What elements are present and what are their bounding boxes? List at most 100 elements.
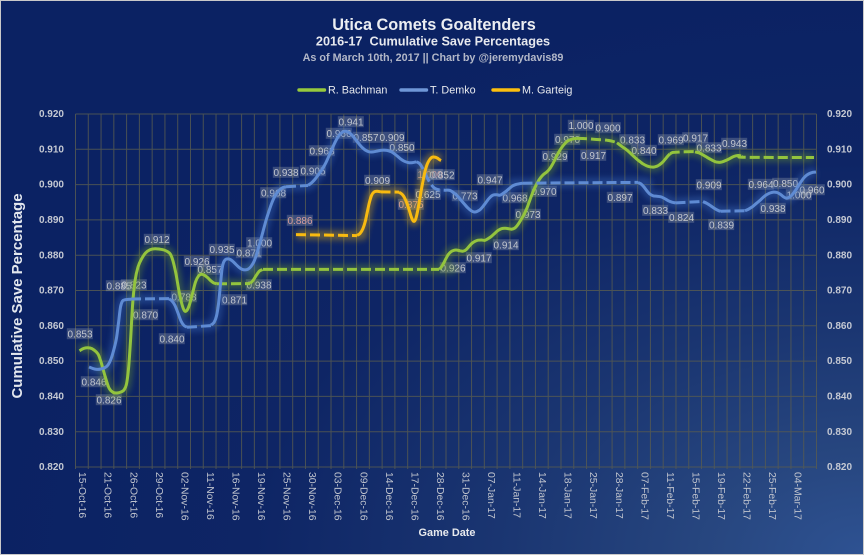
svg-text:0.970: 0.970 <box>531 187 556 198</box>
svg-text:30-Nov-16: 30-Nov-16 <box>306 472 317 521</box>
svg-text:0.926: 0.926 <box>184 257 209 268</box>
svg-text:14-Dec-16: 14-Dec-16 <box>383 472 394 521</box>
svg-text:0.846: 0.846 <box>81 378 106 389</box>
svg-text:07-Feb-17: 07-Feb-17 <box>638 472 649 520</box>
svg-text:0.826: 0.826 <box>96 396 121 407</box>
svg-text:0.917: 0.917 <box>683 134 708 145</box>
svg-text:0.900: 0.900 <box>827 180 852 191</box>
svg-text:11-Jan-17: 11-Jan-17 <box>511 472 522 518</box>
svg-text:0.920: 0.920 <box>827 109 852 120</box>
svg-text:16-Nov-16: 16-Nov-16 <box>229 472 240 521</box>
svg-text:2016-17 Cumulative Save Perce: 2016-17 Cumulative Save Percentages <box>316 35 550 49</box>
svg-text:0.943: 0.943 <box>722 139 747 150</box>
svg-text:04-Mar-17: 04-Mar-17 <box>792 472 803 520</box>
svg-text:0.880: 0.880 <box>39 250 64 261</box>
svg-text:0.963: 0.963 <box>309 147 334 158</box>
svg-text:0.857: 0.857 <box>197 265 222 276</box>
svg-text:T. Demko: T. Demko <box>430 85 476 97</box>
svg-text:11-Nov-16: 11-Nov-16 <box>204 472 215 520</box>
svg-text:0.850: 0.850 <box>389 143 414 154</box>
svg-text:0.912: 0.912 <box>144 235 169 246</box>
svg-text:Cumulative Save Percentage: Cumulative Save Percentage <box>9 193 26 398</box>
svg-text:0.905: 0.905 <box>300 167 325 178</box>
svg-text:0.920: 0.920 <box>39 109 64 120</box>
svg-text:28-Jan-17: 28-Jan-17 <box>613 472 624 519</box>
svg-text:0.909: 0.909 <box>696 181 721 192</box>
svg-text:0.910: 0.910 <box>39 144 64 155</box>
svg-text:0.910: 0.910 <box>827 144 852 155</box>
svg-text:0.960: 0.960 <box>799 186 824 197</box>
svg-text:1.000: 1.000 <box>568 121 593 132</box>
svg-text:0.840: 0.840 <box>39 392 64 403</box>
svg-text:0.886: 0.886 <box>287 216 312 227</box>
svg-text:18-Jan-17: 18-Jan-17 <box>562 472 573 519</box>
svg-text:0.964: 0.964 <box>748 180 773 191</box>
svg-text:0.909: 0.909 <box>365 176 390 187</box>
svg-text:0.917: 0.917 <box>581 151 606 162</box>
svg-text:0.840: 0.840 <box>159 335 184 346</box>
svg-text:0.914: 0.914 <box>493 241 518 252</box>
svg-text:0.917: 0.917 <box>466 254 491 265</box>
svg-text:0.870: 0.870 <box>133 311 158 322</box>
svg-text:26-Oct-16: 26-Oct-16 <box>127 472 138 518</box>
svg-text:R. Bachman: R. Bachman <box>328 85 387 97</box>
svg-text:25-Feb-17: 25-Feb-17 <box>766 472 777 520</box>
svg-text:03-Dec-16: 03-Dec-16 <box>332 472 343 521</box>
svg-text:0.824: 0.824 <box>669 213 694 224</box>
svg-text:15-Oct-16: 15-Oct-16 <box>76 472 87 518</box>
svg-text:Utica Comets Goaltenders: Utica Comets Goaltenders <box>332 16 536 34</box>
svg-text:02-Nov-16: 02-Nov-16 <box>178 472 189 521</box>
svg-text:0.885: 0.885 <box>106 282 131 293</box>
svg-text:1.000: 1.000 <box>786 191 811 202</box>
svg-text:M. Garteig: M. Garteig <box>522 85 572 97</box>
svg-text:0.871: 0.871 <box>236 249 261 260</box>
svg-text:0.850: 0.850 <box>39 356 64 367</box>
svg-text:0.938: 0.938 <box>246 281 271 292</box>
svg-text:0.897: 0.897 <box>607 193 632 204</box>
svg-text:25-Nov-16: 25-Nov-16 <box>281 472 292 521</box>
svg-text:19-Feb-17: 19-Feb-17 <box>715 472 726 520</box>
svg-text:0.909: 0.909 <box>379 133 404 144</box>
svg-text:17-Dec-16: 17-Dec-16 <box>408 472 419 521</box>
svg-text:0.969: 0.969 <box>658 136 683 147</box>
svg-text:0.833: 0.833 <box>620 136 645 147</box>
svg-text:19-Nov-16: 19-Nov-16 <box>255 472 266 521</box>
svg-text:0.890: 0.890 <box>39 215 64 226</box>
svg-text:0.935: 0.935 <box>209 245 234 256</box>
svg-text:07-Jan-17: 07-Jan-17 <box>485 472 496 519</box>
svg-text:22-Feb-17: 22-Feb-17 <box>740 472 751 520</box>
svg-text:0.833: 0.833 <box>696 144 721 155</box>
svg-text:0.880: 0.880 <box>827 250 852 261</box>
svg-text:0.820: 0.820 <box>39 462 64 473</box>
svg-text:0.830: 0.830 <box>39 427 64 438</box>
svg-text:0.857: 0.857 <box>353 133 378 144</box>
svg-text:As of March 10th, 2017 || Char: As of March 10th, 2017 || Chart by @jere… <box>303 52 564 64</box>
svg-text:0.900: 0.900 <box>39 180 64 191</box>
svg-text:28-Dec-16: 28-Dec-16 <box>434 472 445 521</box>
svg-text:0.850: 0.850 <box>773 179 798 190</box>
svg-text:11-Feb-17: 11-Feb-17 <box>664 472 675 519</box>
svg-text:25-Jan-17: 25-Jan-17 <box>587 472 598 519</box>
svg-text:0.947: 0.947 <box>477 176 502 187</box>
svg-text:0.840: 0.840 <box>631 146 656 157</box>
svg-text:0.860: 0.860 <box>39 321 64 332</box>
svg-text:0.850: 0.850 <box>827 356 852 367</box>
svg-text:09-Dec-16: 09-Dec-16 <box>357 472 368 521</box>
svg-text:0.820: 0.820 <box>827 462 852 473</box>
svg-text:0.870: 0.870 <box>39 286 64 297</box>
svg-text:0.830: 0.830 <box>827 427 852 438</box>
svg-text:31-Dec-16: 31-Dec-16 <box>459 472 470 521</box>
svg-text:0.840: 0.840 <box>827 392 852 403</box>
svg-text:0.852: 0.852 <box>429 171 454 182</box>
svg-text:0.833: 0.833 <box>643 206 668 217</box>
svg-text:0.938: 0.938 <box>273 168 298 179</box>
svg-text:0.839: 0.839 <box>709 220 734 231</box>
svg-text:Game Date: Game Date <box>419 527 476 539</box>
svg-text:0.941: 0.941 <box>338 118 363 129</box>
svg-text:0.853: 0.853 <box>67 330 92 341</box>
svg-text:0.625: 0.625 <box>415 190 440 201</box>
svg-text:0.773: 0.773 <box>452 192 477 203</box>
svg-text:14-Jan-17: 14-Jan-17 <box>536 472 547 519</box>
svg-text:15-Feb-17: 15-Feb-17 <box>689 472 700 520</box>
svg-text:21-Oct-16: 21-Oct-16 <box>102 472 113 518</box>
